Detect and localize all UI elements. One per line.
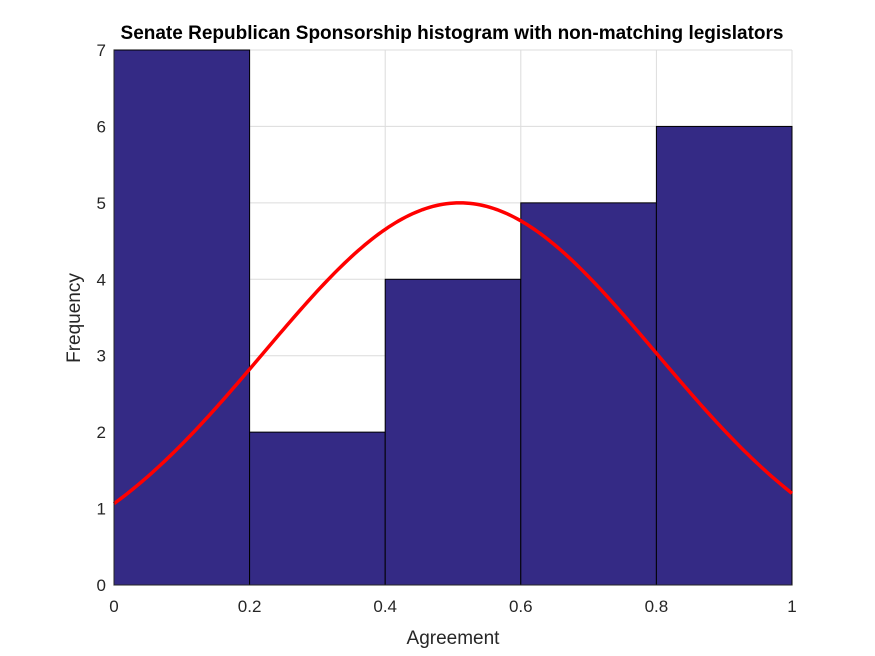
y-tick-label: 3 — [97, 347, 106, 366]
fit-curve-layer — [112, 201, 794, 506]
histogram-bar — [655, 125, 793, 586]
histogram-bar — [520, 202, 657, 586]
x-axis-label: Agreement — [407, 628, 501, 649]
histogram-bar — [249, 431, 386, 586]
normal-fit-curve — [112, 201, 794, 506]
histogram-bar — [384, 278, 522, 586]
x-tick-label: 0.4 — [373, 597, 397, 616]
y-axis-label: Frequency — [64, 273, 85, 363]
x-tick-label: 0.8 — [645, 597, 669, 616]
histogram-bar — [113, 49, 251, 586]
y-tick-label: 7 — [97, 41, 106, 60]
axes — [113, 50, 792, 586]
x-tick-label: 0 — [109, 597, 118, 616]
histogram-bars — [113, 49, 793, 586]
tick-labels: 0 0.2 0.4 0.6 0.8 1 0 1 2 3 4 5 6 7 — [97, 41, 797, 616]
y-tick-label: 6 — [97, 117, 106, 136]
x-tick-label: 0.2 — [238, 597, 262, 616]
y-tick-label: 5 — [97, 194, 106, 213]
y-tick-label: 1 — [97, 500, 106, 519]
y-tick-label: 2 — [97, 423, 106, 442]
chart-title: Senate Republican Sponsorship histogram … — [121, 23, 784, 44]
x-tick-label: 1 — [787, 597, 796, 616]
y-tick-label: 4 — [97, 270, 106, 289]
y-tick-label: 0 — [97, 576, 106, 595]
x-tick-label: 0.6 — [509, 597, 533, 616]
